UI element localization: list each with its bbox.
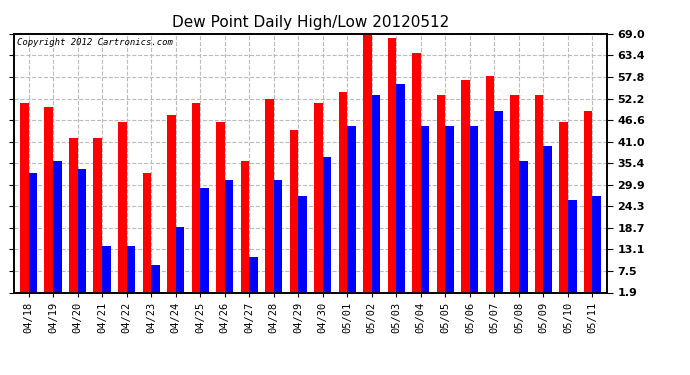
Bar: [584, 111, 593, 300]
Bar: [511, 96, 519, 300]
Bar: [176, 226, 184, 300]
Bar: [192, 103, 200, 300]
Text: Copyright 2012 Cartronics.com: Copyright 2012 Cartronics.com: [17, 38, 172, 46]
Bar: [323, 157, 331, 300]
Bar: [462, 80, 470, 300]
Bar: [437, 96, 445, 300]
Bar: [167, 115, 176, 300]
Bar: [93, 138, 102, 300]
Bar: [372, 96, 380, 300]
Bar: [445, 126, 454, 300]
Bar: [396, 84, 405, 300]
Bar: [298, 196, 307, 300]
Bar: [519, 161, 528, 300]
Bar: [290, 130, 298, 300]
Title: Dew Point Daily High/Low 20120512: Dew Point Daily High/Low 20120512: [172, 15, 449, 30]
Bar: [143, 172, 151, 300]
Bar: [216, 123, 225, 300]
Bar: [421, 126, 429, 300]
Bar: [274, 180, 282, 300]
Bar: [249, 257, 258, 300]
Bar: [265, 99, 274, 300]
Bar: [151, 265, 159, 300]
Bar: [593, 196, 601, 300]
Bar: [28, 172, 37, 300]
Bar: [69, 138, 77, 300]
Bar: [363, 30, 372, 300]
Bar: [53, 161, 61, 300]
Bar: [495, 111, 503, 300]
Bar: [241, 161, 249, 300]
Bar: [347, 126, 356, 300]
Bar: [560, 123, 568, 300]
Bar: [544, 146, 552, 300]
Bar: [200, 188, 209, 300]
Bar: [388, 38, 396, 300]
Bar: [126, 246, 135, 300]
Bar: [486, 76, 495, 300]
Bar: [535, 96, 544, 300]
Bar: [568, 200, 577, 300]
Bar: [470, 126, 478, 300]
Bar: [225, 180, 233, 300]
Bar: [118, 123, 126, 300]
Bar: [314, 103, 323, 300]
Bar: [339, 92, 347, 300]
Bar: [102, 246, 110, 300]
Bar: [412, 53, 421, 300]
Bar: [44, 107, 53, 300]
Bar: [77, 169, 86, 300]
Bar: [20, 103, 28, 300]
